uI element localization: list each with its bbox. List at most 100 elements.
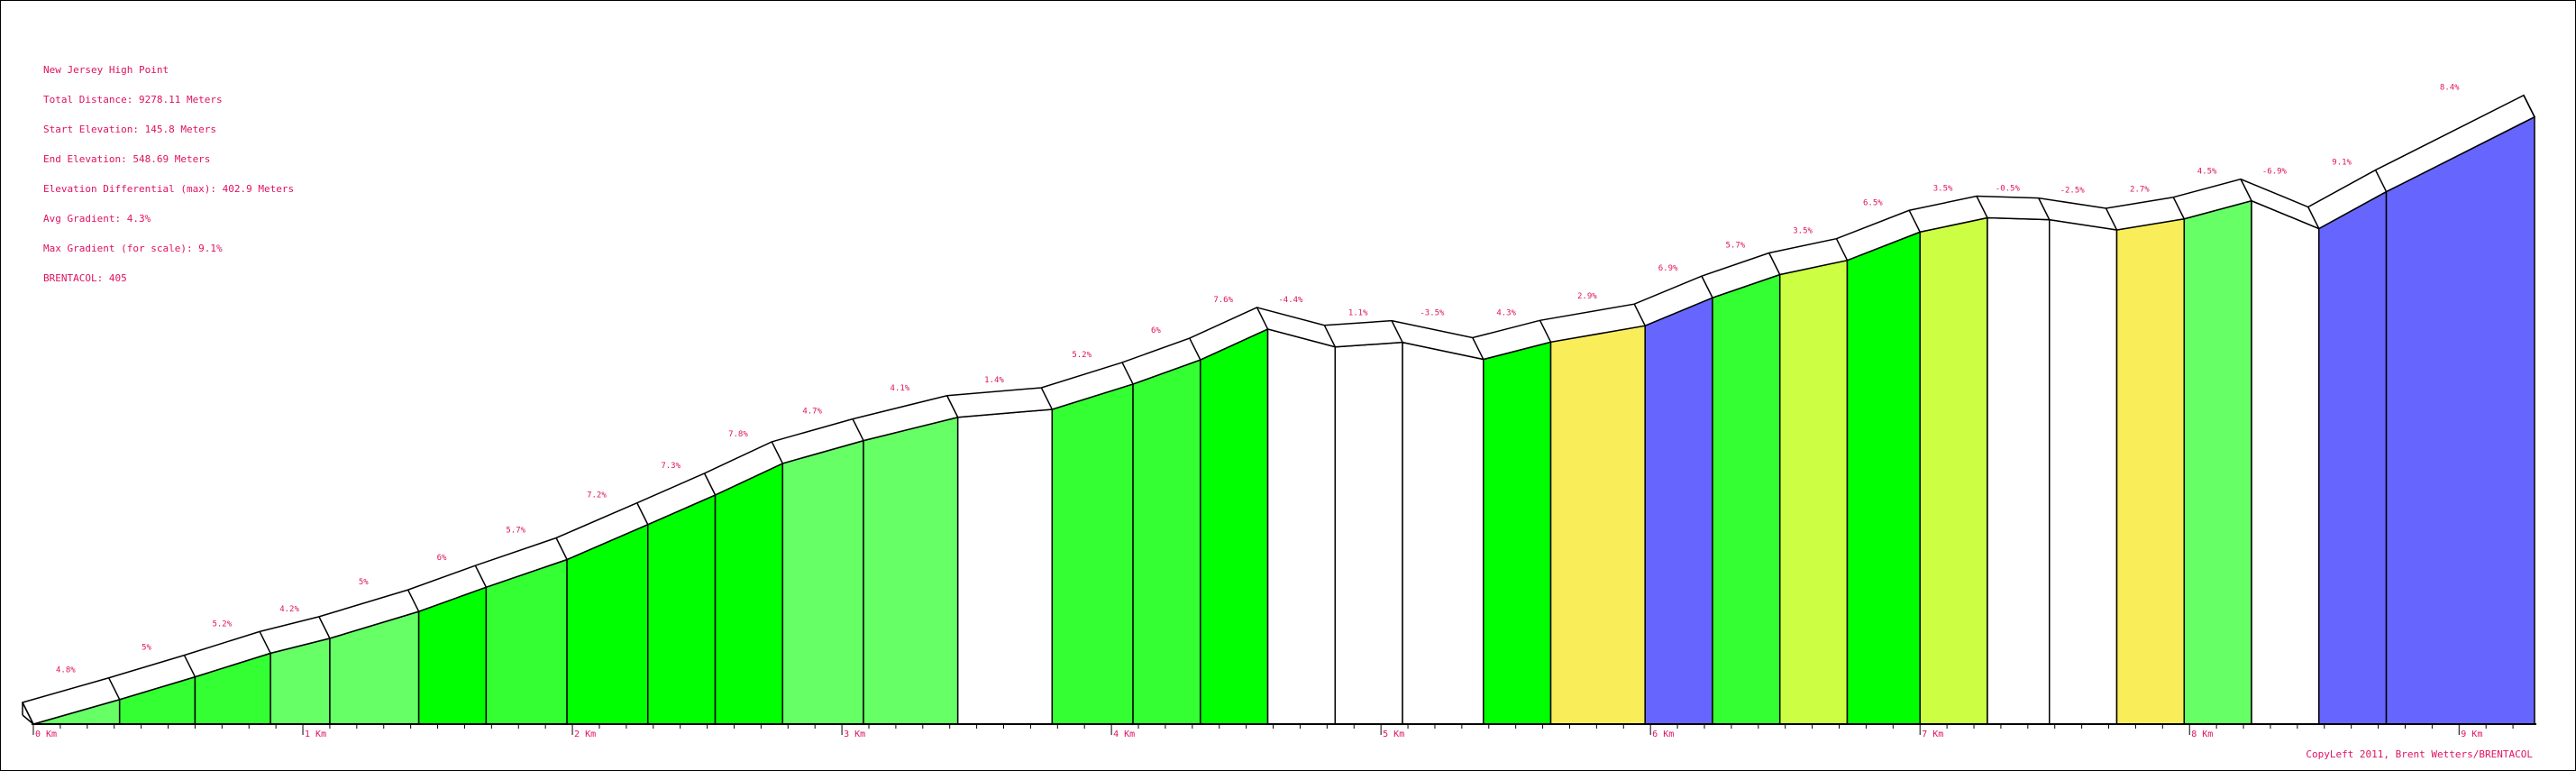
- x-tick-label-5: 5 Km: [1383, 730, 1404, 739]
- x-tick-label-9: 9 Km: [2461, 730, 2482, 739]
- segment-7: [485, 558, 568, 725]
- start-elevation: Start Elevation: 145.8 Meters: [43, 124, 217, 135]
- band-edge-3: [259, 631, 271, 654]
- band-edge-12: [946, 395, 959, 418]
- gradient-label-33: 8.4%: [2440, 84, 2460, 93]
- x-tick-label-0: 0 Km: [35, 730, 57, 739]
- gradient-label-22: 6.9%: [1658, 264, 1678, 273]
- band-edge-28: [2105, 207, 2118, 231]
- gradient-label-31: -6.9%: [2262, 168, 2288, 177]
- segment-21: [1549, 325, 1646, 725]
- band-edge-22: [1701, 275, 1713, 298]
- gradient-label-7: 5.7%: [506, 526, 525, 535]
- x-tick-label-4: 4 Km: [1113, 730, 1135, 739]
- segment-24: [1778, 259, 1849, 725]
- segment-18: [1334, 341, 1403, 725]
- band-edge-8: [636, 502, 649, 526]
- band-edge-31: [2307, 207, 2320, 229]
- segment-25: [1846, 231, 1921, 725]
- gradient-label-14: 5.2%: [1072, 351, 1092, 360]
- band-edge-26: [1976, 196, 1988, 218]
- band-edge-4: [318, 616, 331, 639]
- band-edge-1: [108, 677, 121, 701]
- elevation-differential: Elevation Differential (max): 402.9 Mete…: [43, 183, 295, 195]
- band-edge-21: [1633, 303, 1646, 326]
- segment-13: [956, 408, 1054, 725]
- band-edge-27: [2038, 197, 2051, 220]
- segment-16: [1200, 327, 1269, 725]
- x-tick-label-2: 2 Km: [574, 730, 596, 739]
- band-edge-15: [1189, 337, 1201, 361]
- segment-33: [2385, 115, 2535, 725]
- gradient-label-25: 6.5%: [1863, 198, 1883, 207]
- segment-28: [2048, 218, 2118, 725]
- avg-gradient: Avg Gradient: 4.3%: [43, 213, 151, 225]
- gradient-label-12: 4.1%: [890, 384, 909, 393]
- gradient-label-28: -2.5%: [2060, 187, 2086, 196]
- band-edge-19: [1472, 337, 1484, 360]
- gradient-label-6: 6%: [437, 554, 447, 563]
- segment-12: [863, 416, 959, 725]
- band-edge-17: [1323, 325, 1336, 348]
- gradient-label-16: 7.6%: [1213, 296, 1233, 305]
- segment-14: [1051, 382, 1134, 725]
- gradient-label-5: 5%: [359, 578, 369, 587]
- x-tick-label-6: 6 Km: [1652, 730, 1674, 739]
- brentacol-score: BRENTACOL: 405: [43, 272, 127, 284]
- band-edge-32: [2374, 170, 2388, 192]
- segment-10: [714, 462, 784, 725]
- gradient-label-29: 2.7%: [2130, 186, 2150, 195]
- gradient-label-4: 4.2%: [279, 605, 299, 614]
- gradient-label-19: -3.5%: [1420, 309, 1445, 318]
- band-edge-0: [22, 702, 34, 725]
- band-edge-18: [1391, 320, 1403, 344]
- gradient-label-17: -4.4%: [1278, 296, 1303, 305]
- band-edge-6: [474, 564, 488, 588]
- gradient-label-1: 4.8%: [56, 666, 76, 675]
- gradient-label-26: 3.5%: [1933, 184, 1953, 193]
- band-edge-13: [1040, 387, 1054, 410]
- end-elevation: End Elevation: 548.69 Meters: [43, 153, 211, 165]
- segment-30: [2183, 199, 2252, 725]
- segment-20: [1483, 341, 1552, 725]
- band-edge-24: [1835, 238, 1849, 262]
- band-edge-16: [1256, 307, 1269, 330]
- route-title: New Jersey High Point: [43, 64, 169, 76]
- band-edge-29: [2172, 197, 2185, 220]
- gradient-label-8: 7.2%: [587, 491, 607, 500]
- band-left-foot: [22, 714, 34, 725]
- gradient-label-3: 5.2%: [212, 620, 232, 629]
- segment-26: [1919, 216, 1988, 725]
- band-edge-10: [771, 441, 783, 464]
- gradient-label-15: 6%: [1151, 326, 1161, 335]
- gradient-label-9: 7.3%: [661, 462, 681, 471]
- gradient-label-20: 4.3%: [1496, 308, 1516, 317]
- segment-31: [2251, 199, 2320, 725]
- band-edge-5: [406, 589, 420, 612]
- band-edge-20: [1539, 319, 1552, 343]
- gradient-label-18: 1.1%: [1348, 309, 1368, 318]
- segment-11: [781, 439, 864, 725]
- max-gradient: Max Gradient (for scale): 9.1%: [43, 243, 223, 254]
- gradient-label-23: 5.7%: [1725, 241, 1745, 250]
- gradient-label-30: 4.5%: [2197, 168, 2217, 177]
- x-tick-label-1: 1 Km: [305, 730, 326, 739]
- band-edge-25: [1908, 209, 1921, 233]
- gradient-label-11: 4.7%: [802, 408, 822, 417]
- gradient-label-2: 5%: [142, 644, 151, 653]
- copyleft-notice: CopyLeft 2011, Brent Wetters/BRENTACOL: [2306, 748, 2533, 760]
- gradient-label-32: 9.1%: [2332, 159, 2352, 168]
- band-edge-23: [1768, 252, 1781, 275]
- band-edge-9: [703, 473, 717, 496]
- segment-22: [1644, 297, 1713, 725]
- gradient-label-24: 3.5%: [1793, 227, 1813, 236]
- segment-15: [1132, 358, 1201, 725]
- gradient-label-27: -0.5%: [1996, 184, 2021, 193]
- band-edge-2: [183, 655, 196, 677]
- segment-27: [1987, 216, 2051, 725]
- total-distance: Total Distance: 9278.11 Meters: [43, 94, 223, 106]
- x-tick-label-3: 3 Km: [844, 730, 865, 739]
- band-edge-7: [555, 537, 568, 560]
- segment-29: [2115, 217, 2186, 725]
